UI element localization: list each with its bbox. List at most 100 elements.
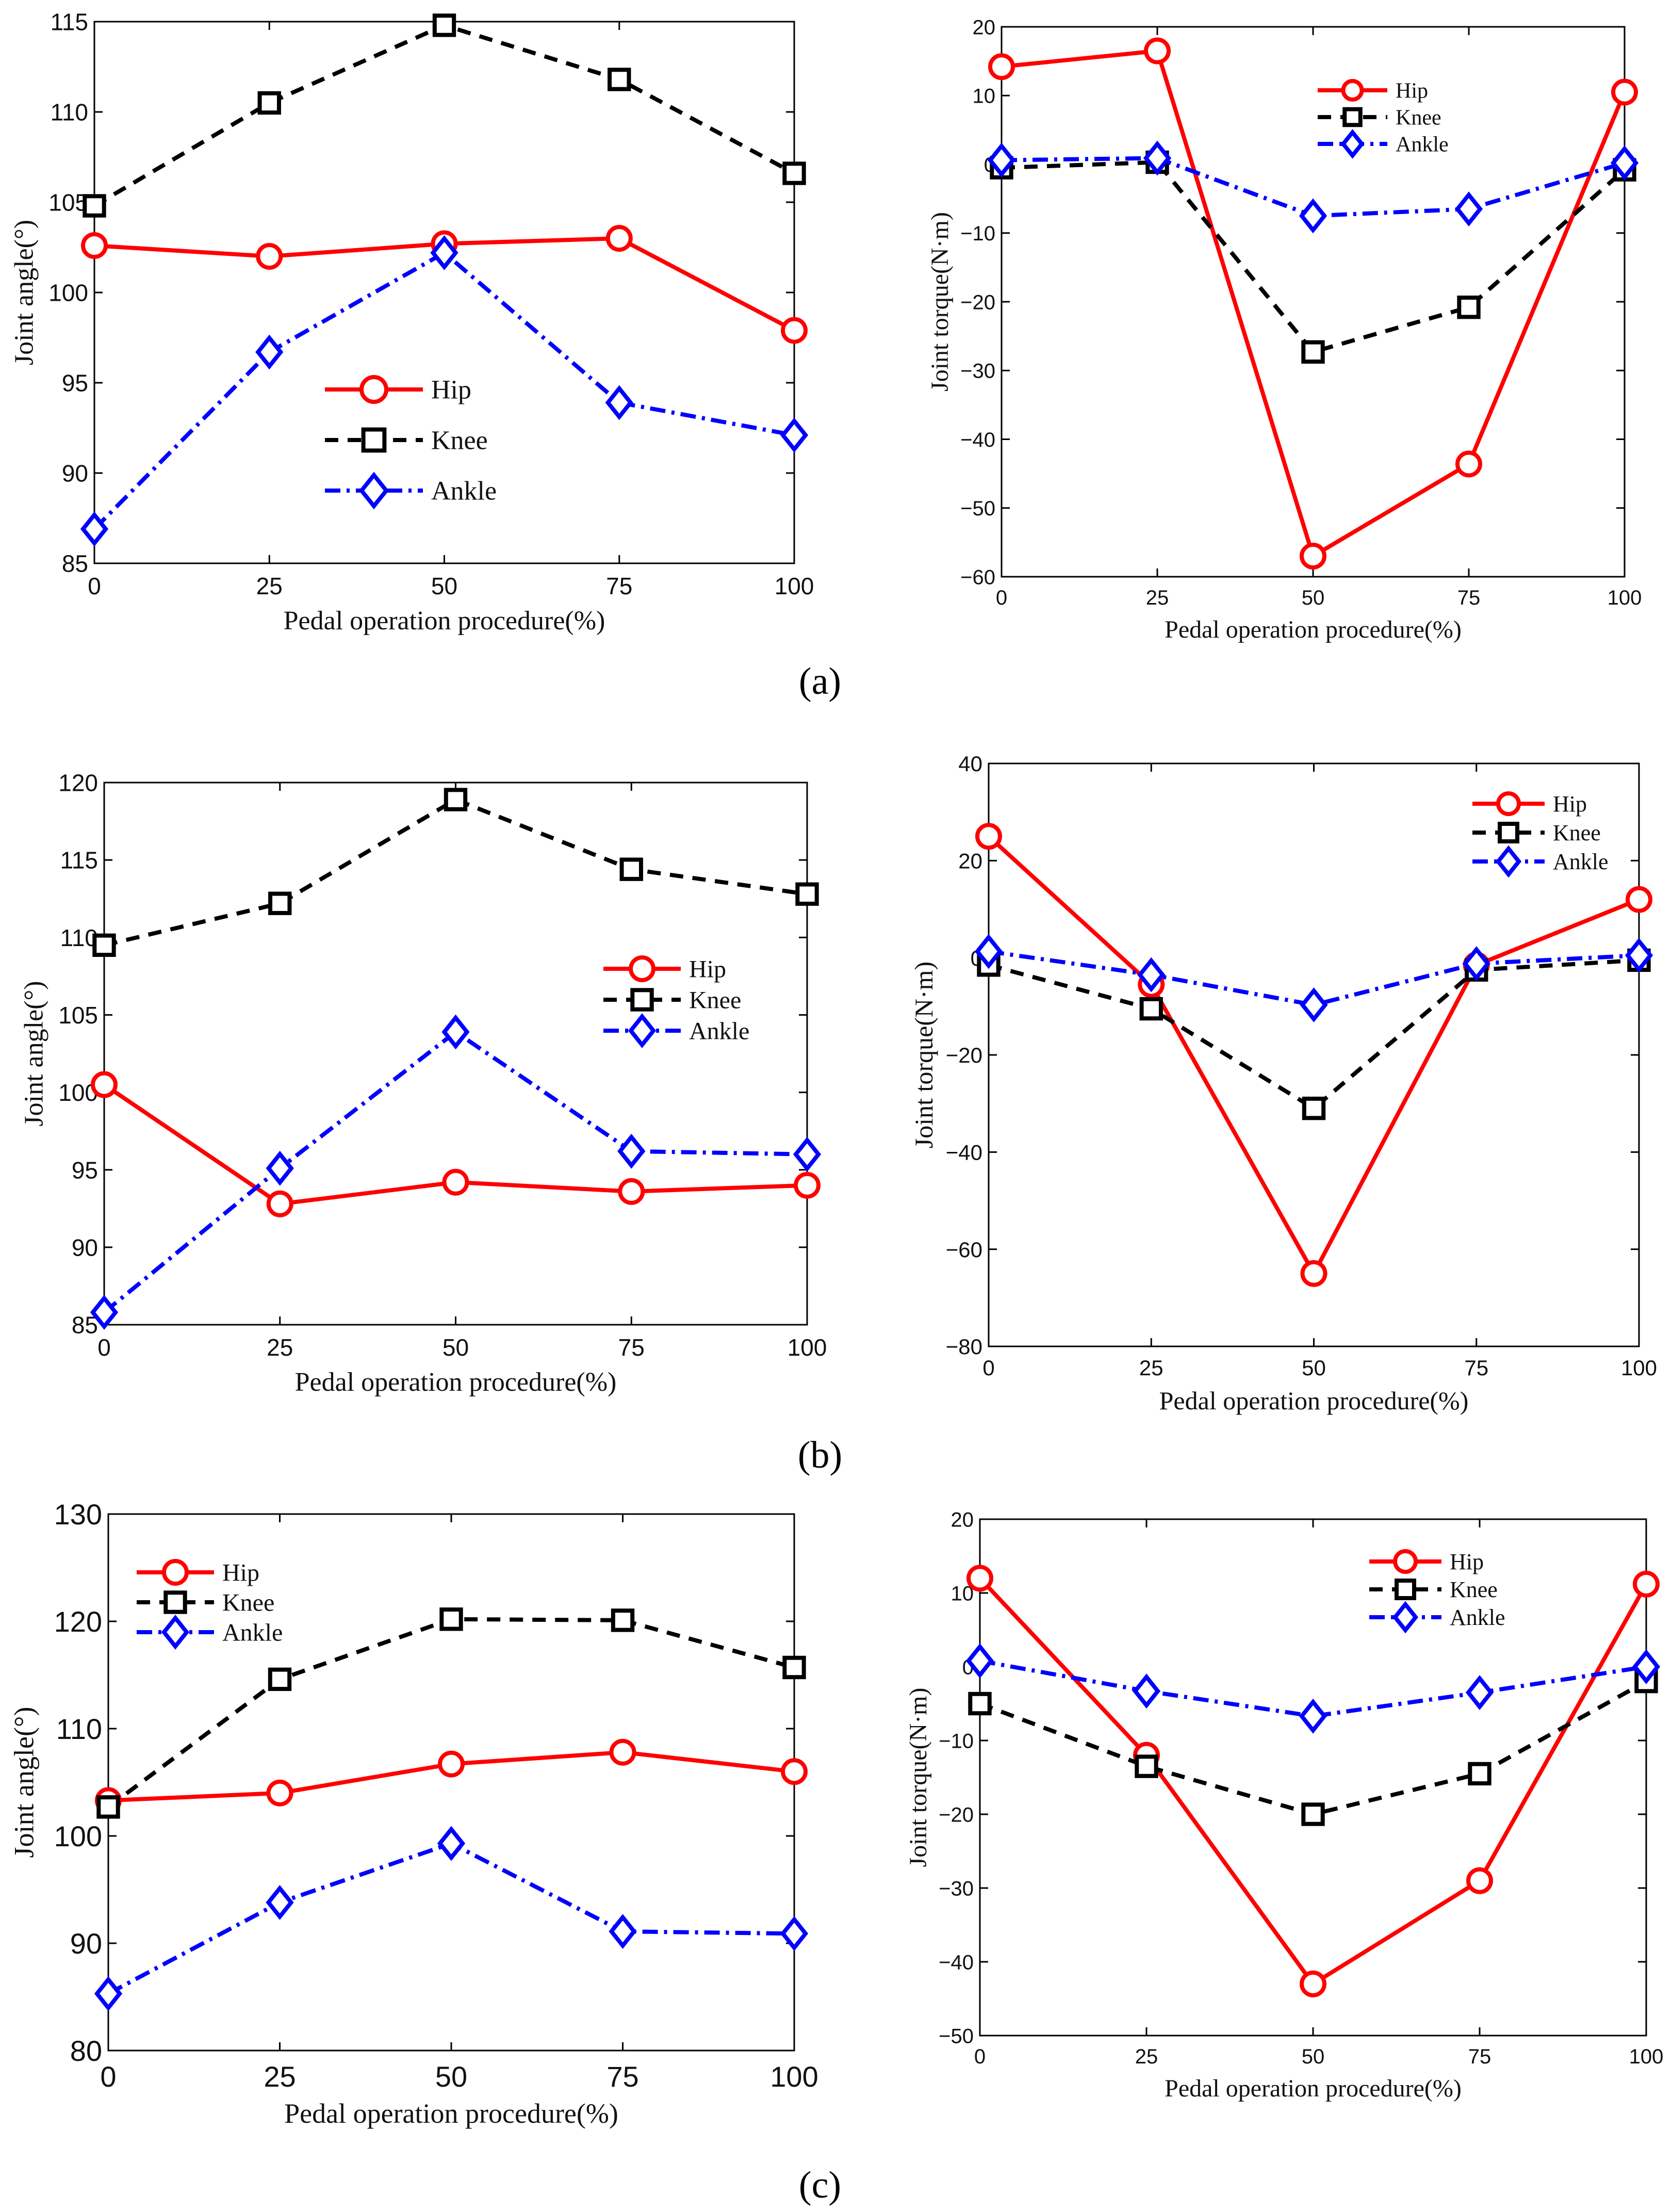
legend-label-ankle: Ankle — [689, 1017, 749, 1045]
data-point-ankle — [437, 1826, 466, 1861]
data-point-knee — [1301, 340, 1325, 364]
legend: Hip Knee Ankle — [325, 375, 497, 510]
data-point-hip — [988, 53, 1015, 80]
data-point-ankle — [94, 1976, 123, 2011]
series-line-knee — [104, 798, 808, 948]
data-point-knee — [257, 91, 281, 115]
y-tick-label: 100 — [48, 280, 88, 306]
x-tick-label: 25 — [1135, 2045, 1158, 2068]
legend: Hip Knee Ankle — [1369, 1549, 1505, 1634]
x-tick-label: 100 — [1629, 2045, 1664, 2068]
data-point-hip — [256, 243, 283, 270]
data-point-hip — [1300, 1260, 1327, 1287]
x-tick-label: 25 — [267, 1334, 293, 1361]
legend-marker-hip — [629, 955, 655, 982]
x-axis-label: Pedal operation procedure(%) — [284, 606, 605, 636]
legend-marker-knee — [163, 1590, 187, 1614]
data-point-knee — [96, 1795, 120, 1819]
y-tick-label: 85 — [62, 550, 88, 577]
x-tick-label: 50 — [442, 1334, 469, 1361]
x-axis-label: Pedal operation procedure(%) — [284, 2098, 618, 2129]
data-point-ankle — [780, 417, 809, 453]
y-tick-label: −40 — [939, 1951, 974, 1974]
legend-marker-hip — [1393, 1549, 1418, 1574]
data-point-ankle — [1143, 140, 1172, 176]
legend-label-knee: Knee — [1396, 106, 1441, 129]
series-knee — [990, 150, 1636, 364]
data-point-hip — [966, 1565, 993, 1592]
series-line-knee — [988, 958, 1640, 1111]
y-tick-label: 110 — [56, 1713, 102, 1745]
x-tick-label: 100 — [770, 2060, 818, 2093]
x-tick-label: 0 — [996, 587, 1007, 609]
x-tick-label: 75 — [1468, 2045, 1491, 2068]
x-tick-label: 75 — [606, 2060, 638, 2093]
data-point-ankle — [1132, 1673, 1161, 1709]
series-line-knee — [1001, 160, 1626, 354]
series-ankle — [90, 1014, 822, 1330]
panel-caption-c: (c) — [799, 2164, 841, 2206]
x-tick-label: 0 — [88, 573, 101, 599]
legend-label-knee: Knee — [1553, 820, 1601, 845]
legend-label-ankle: Ankle — [1553, 849, 1609, 874]
legend-marker-knee — [1342, 107, 1363, 127]
x-axis-label: Pedal operation procedure(%) — [1165, 616, 1462, 643]
legend-label-knee: Knee — [689, 986, 741, 1014]
data-point-knee — [782, 1655, 806, 1680]
series-hip — [91, 1071, 821, 1217]
data-point-hip — [266, 1779, 293, 1807]
data-point-knee — [1139, 997, 1163, 1021]
data-point-ankle — [1137, 957, 1166, 993]
y-tick-label: 120 — [54, 1605, 102, 1638]
data-point-knee — [268, 891, 292, 915]
data-point-knee — [1302, 1096, 1326, 1120]
legend-label-hip: Hip — [689, 955, 726, 983]
y-tick-label: 100 — [54, 1820, 102, 1852]
x-tick-label: 25 — [1146, 587, 1169, 609]
legend-marker-knee — [630, 988, 654, 1012]
y-tick-label: −60 — [960, 566, 995, 589]
series-line-hip — [987, 835, 1640, 1276]
data-point-hip — [1626, 886, 1652, 913]
data-point-knee — [432, 13, 456, 37]
y-tick-label: 105 — [58, 1002, 98, 1029]
data-point-knee — [619, 857, 643, 881]
data-point-ankle — [1625, 938, 1653, 973]
y-axis-label: Joint angle(°) — [9, 220, 39, 365]
panel-caption-a: (a) — [799, 660, 841, 703]
y-axis-label: Joint torque(N·m) — [926, 212, 954, 392]
data-point-ankle — [1299, 1698, 1327, 1734]
series-ankle — [987, 140, 1639, 234]
y-tick-label: −50 — [960, 497, 995, 520]
legend-marker-ankle — [628, 1013, 657, 1048]
data-point-knee — [439, 1607, 463, 1631]
x-axis-label: Pedal operation procedure(%) — [1165, 2075, 1462, 2102]
x-tick-label: 75 — [618, 1334, 645, 1361]
y-axis-label: Joint torque(N·m) — [909, 962, 938, 1148]
series-ankle — [974, 934, 1653, 1022]
data-point-ankle — [605, 385, 633, 420]
data-point-knee — [795, 882, 819, 906]
data-point-knee — [1135, 1754, 1158, 1778]
series-knee — [977, 948, 1651, 1120]
data-point-hip — [438, 1750, 465, 1778]
x-axis-label: Pedal operation procedure(%) — [1159, 1386, 1469, 1415]
y-tick-label: 120 — [58, 770, 98, 796]
x-tick-label: 50 — [435, 2060, 467, 2093]
series-ankle — [80, 235, 809, 547]
legend-marker-knee — [361, 427, 387, 453]
data-point-ankle — [430, 235, 458, 270]
legend-marker-ankle — [358, 471, 389, 510]
data-point-hip — [1466, 1867, 1493, 1894]
y-tick-label: −20 — [960, 291, 995, 314]
legend-marker-knee — [1395, 1579, 1416, 1600]
data-point-hip — [1633, 1570, 1660, 1598]
y-tick-label: 130 — [54, 1498, 102, 1531]
data-point-ankle — [780, 1916, 809, 1951]
legend: Hip Knee Ankle — [1472, 791, 1609, 878]
series-hip — [966, 1565, 1660, 1997]
